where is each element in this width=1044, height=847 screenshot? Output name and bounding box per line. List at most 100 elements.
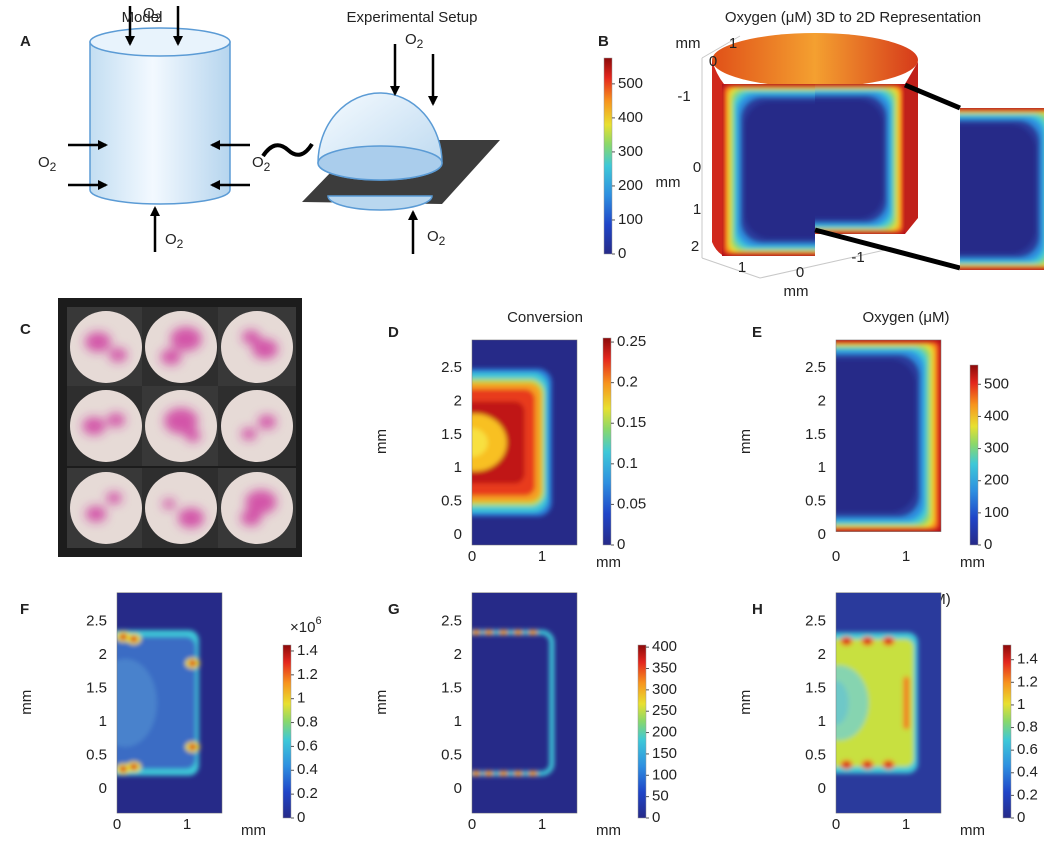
panel-label: F [20,601,29,618]
x-tick-label: 1 [183,816,191,833]
o2-label-sub: 2 [177,237,184,251]
heat-spot [843,762,850,768]
o2-label-sub: 2 [439,234,446,248]
stain-blob [163,499,176,509]
heat-spot [885,762,892,768]
axis-label: mm [676,35,701,52]
y-tick-label: 1.5 [805,426,826,443]
colorbar-tick-label: 400 [618,109,643,126]
y-tick-label: 2.5 [86,612,107,629]
stain-blob [241,510,262,526]
colorbar-tick-label: 400 [652,638,677,655]
well [145,472,217,544]
y-tick-label: 0.5 [441,493,462,510]
stain-blob [185,430,201,442]
axis-tick-label: 2 [691,238,699,255]
heat-spot [864,762,871,768]
panel-label: D [388,324,399,341]
colorbar-tick-label: 0 [1017,809,1025,826]
colorbar-tick-label: 400 [984,407,1009,424]
o2-label-main: O [427,228,439,245]
y-tick-label: 1 [818,459,826,476]
y-tick-label: 2 [818,646,826,663]
model-diagram [68,6,312,252]
y-tick-label: 0 [818,526,826,543]
colorbar-tick-label: 0.6 [1017,741,1038,758]
colorbar-tick-label: 250 [652,702,677,719]
figure: ABCDEFGHModelExperimental SetupO2O2O2O2O… [0,0,1044,847]
well [221,390,293,462]
colorbar-tick-label: 300 [652,681,677,698]
stain-blob [242,330,260,344]
colorbar-tick-label: 0.6 [297,737,318,754]
cylinder-body [90,42,230,204]
x-tick-label: 0 [468,548,476,565]
axis-tick-label: 0 [709,53,717,70]
panel-label: H [752,601,763,618]
y-tick-label: 0 [818,780,826,797]
heat-spot [864,638,871,644]
colorbar-tick-label: 0.4 [297,761,318,778]
colorbar-tick-label: 0.8 [297,714,318,731]
colorbar-tick-label: 1.2 [297,666,318,683]
y-tick-label: 1.5 [86,679,107,696]
y-tick-label: 1 [454,459,462,476]
colorbar-tick-label: 1 [297,690,305,707]
heat-spot [471,771,480,776]
colorbar-tick-label: 350 [652,659,677,676]
heat-spot [120,766,127,772]
x-tick-label: 1 [902,548,910,565]
colorbar-tick-label: 0.4 [1017,764,1038,781]
colorbar-multiplier-main: ×10 [290,619,315,636]
colorbar-tick-label: 0.05 [617,495,646,512]
y-tick-label: 2 [454,392,462,409]
colorbar-tick-label: 300 [618,143,643,160]
panel-title: Oxygen (μM) [863,309,950,326]
heat-spot [885,638,892,644]
x-tick-label: 1 [902,816,910,833]
heat-spot [499,630,508,635]
panel-label: C [20,321,31,338]
axis-label: mm [784,283,809,300]
y-axis-label: mm [18,690,35,715]
heat-spot [513,630,522,635]
y-tick-label: 0.5 [805,746,826,763]
colorbar-tick-label: 500 [618,75,643,92]
colorbar-tick-label: 300 [984,440,1009,457]
y-tick-label: 2.5 [805,612,826,629]
x-tick-label: 1 [538,548,546,565]
diagram-title: Experimental Setup [347,9,478,26]
x-axis-label: mm [596,554,621,571]
heat-spot [499,771,508,776]
x-axis-label: mm [241,822,266,839]
stain-blob [107,413,125,427]
o2-label-main: O [165,231,177,248]
y-tick-label: 2.5 [805,359,826,376]
y-tick-label: 0 [99,780,107,797]
y-axis-label: mm [373,429,390,454]
colorbar-tick-label: 0 [297,809,305,826]
y-tick-label: 0 [454,526,462,543]
panel-label: G [388,601,400,618]
dome-base [318,146,442,180]
well [70,472,142,544]
stain-blob [82,417,105,435]
colorbar [603,338,611,545]
x-axis-label: mm [596,822,621,839]
colorbar-tick-label: 1.4 [1017,651,1038,668]
heat-spot [120,634,127,640]
heat-spot [189,660,196,666]
heat-spot [484,630,493,635]
colorbar-tick-label: 0.15 [617,414,646,431]
colorbar-tick-label: 0.2 [617,374,638,391]
colorbar-tick-label: 0.1 [617,455,638,472]
colorbar-tick-label: 1.4 [297,642,318,659]
o2-label-sub: 2 [155,11,162,25]
panel-label: A [20,33,31,50]
heat-spot [130,636,137,642]
axis-tick-label: 0 [693,159,701,176]
panel-label: E [752,324,762,341]
heat-spot [130,764,137,770]
y-tick-label: 1.5 [441,426,462,443]
colorbar-tick-label: 50 [652,788,669,805]
